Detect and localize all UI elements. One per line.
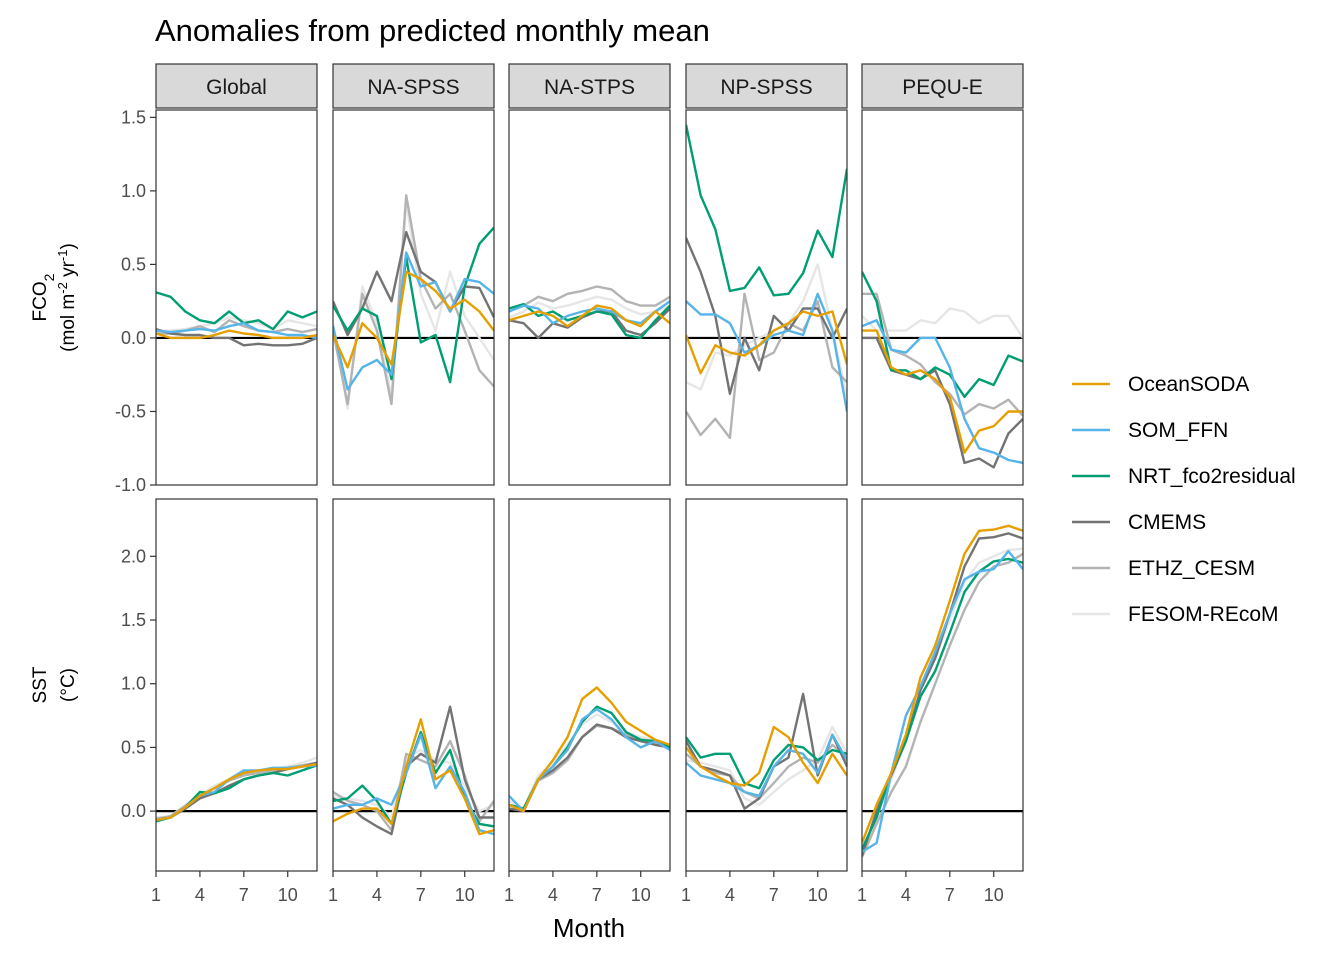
x-tick-label: 10 [984,885,1004,905]
facet-strip-label: Global [206,76,267,99]
y-axis-units-sst: (°C) [58,668,79,702]
x-tick-label: 4 [901,885,911,905]
legend-item-oceansoda: OceanSODA [1072,373,1249,396]
y-tick-label: 0.0 [121,328,146,348]
x-tick-label: 7 [239,885,249,905]
facet-strip-global: Global [156,64,317,108]
panel-fco2-np-spss [686,110,847,485]
legend-item-nrt-fco2residual: NRT_fco2residual [1072,465,1296,488]
legend-label: NRT_fco2residual [1128,465,1296,488]
y-tick-label: 1.5 [121,107,146,127]
legend-label: OceanSODA [1128,373,1249,396]
panel-fco2-pequ-e [862,110,1023,485]
x-tick-label: 1 [681,885,691,905]
facet-strip-label: NA-SPSS [367,76,459,99]
facet-strip-label: NP-SPSS [720,76,812,99]
legend-label: FESOM-REcoM [1128,603,1279,626]
panel-sst-na-stps: 1 4 7 10 [504,499,670,905]
y-axis-units-fco2: (mol m-2 yr-1) [55,243,80,352]
x-tick-label: 7 [416,885,426,905]
x-tick-label: 4 [195,885,205,905]
panel-fco2-na-spss [333,110,494,485]
x-tick-label: 10 [455,885,475,905]
y-axis-title-sst: SST [30,666,51,703]
facet-strip-label: PEQU-E [902,76,983,99]
legend-item-som-ffn: SOM_FFN [1072,419,1228,442]
legend: OceanSODA SOM_FFN NRT_fco2residual CMEMS ETH… [1072,373,1296,626]
x-tick-label: 7 [592,885,602,905]
x-axis-title: Month [553,913,625,943]
facet-strip-pequ-e: PEQU-E [862,64,1023,108]
panel-background [156,499,317,871]
legend-label: CMEMS [1128,511,1206,534]
x-tick-label: 1 [328,885,338,905]
x-tick-label: 4 [725,885,735,905]
facet-strip-na-stps: NA-STPS [509,64,670,108]
y-tick-label: -1.0 [115,475,146,495]
panel-sst-global: 1 4 7 10 [151,499,317,905]
y-tick-label: 0.0 [121,801,146,821]
y-tick-label: 0.5 [121,254,146,274]
panel-background [509,499,670,871]
x-tick-label: 1 [857,885,867,905]
legend-item-cmems: CMEMS [1072,511,1206,534]
panel-background [333,499,494,871]
panel-fco2-na-stps [509,110,670,485]
panel-background [686,499,847,871]
x-tick-label: 10 [631,885,651,905]
panel-sst-na-spss: 1 4 7 10 [328,499,494,905]
panel-background [156,110,317,485]
panel-fco2-global [156,110,317,485]
y-tick-label: 1.0 [121,181,146,201]
facet-strip-label: NA-STPS [544,76,635,99]
x-tick-label: 10 [808,885,828,905]
x-tick-label: 10 [278,885,298,905]
legend-item-ethz-cesm: ETHZ_CESM [1072,557,1255,580]
x-tick-label: 1 [151,885,161,905]
facet-strip-np-spss: NP-SPSS [686,64,847,108]
panel-sst-np-spss: 1 4 7 10 [681,499,847,905]
y-tick-label: 1.5 [121,610,146,630]
x-tick-label: 7 [769,885,779,905]
legend-item-fesom-recom: FESOM-REcoM [1072,603,1279,626]
x-tick-label: 7 [945,885,955,905]
y-tick-label: 2.0 [121,546,146,566]
x-tick-label: 4 [372,885,382,905]
chart-title: Anomalies from predicted monthly mean [155,13,710,48]
legend-label: SOM_FFN [1128,419,1228,442]
facet-strip-na-spss: NA-SPSS [333,64,494,108]
x-tick-label: 4 [548,885,558,905]
panel-background [862,110,1023,485]
legend-label: ETHZ_CESM [1128,557,1255,580]
panel-background [509,110,670,485]
y-tick-label: -0.5 [115,401,146,421]
x-tick-label: 1 [504,885,514,905]
panel-sst-pequ-e: 1 4 7 10 [857,499,1023,905]
y-tick-label: 0.5 [121,737,146,757]
y-tick-label: 1.0 [121,674,146,694]
y-axis-title-fco2: FCO2 [30,273,57,321]
